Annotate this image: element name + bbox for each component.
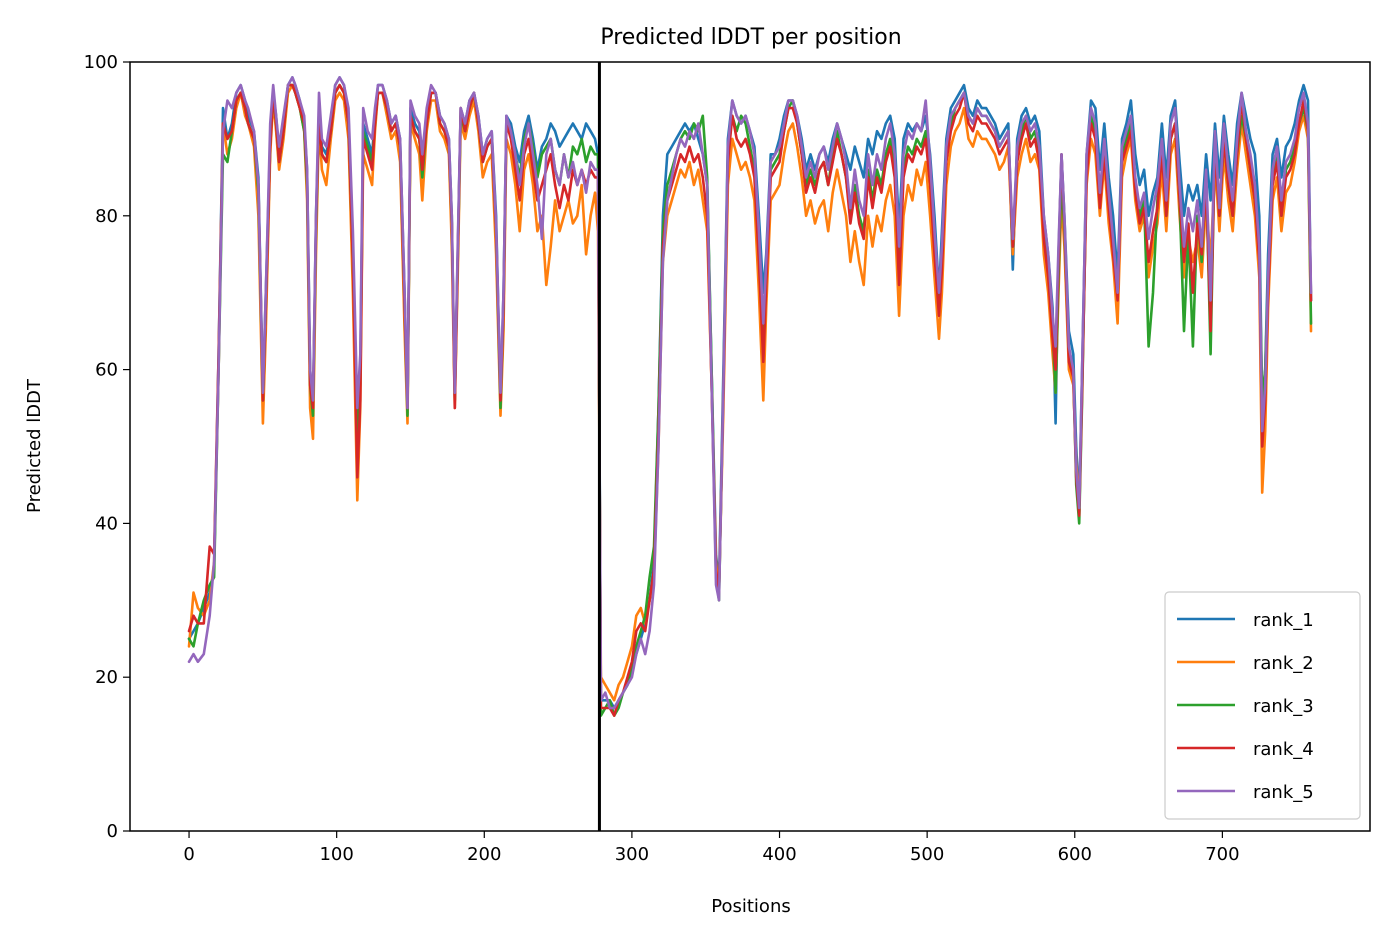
y-tick-label: 60 xyxy=(95,360,118,381)
legend-label-rank_5: rank_5 xyxy=(1253,782,1314,803)
y-tick-label: 0 xyxy=(107,821,118,842)
series-lines xyxy=(187,76,1313,717)
legend-label-rank_3: rank_3 xyxy=(1253,696,1314,717)
legend-label-rank_1: rank_1 xyxy=(1253,610,1314,631)
x-tick-label: 600 xyxy=(1058,844,1092,865)
y-tick-label: 20 xyxy=(95,667,118,688)
y-tick-label: 40 xyxy=(95,513,118,534)
x-axis-label: Positions xyxy=(711,896,790,917)
y-tick-label: 100 xyxy=(84,52,118,73)
x-tick-label: 0 xyxy=(183,844,194,865)
y-tick-label: 80 xyxy=(95,206,118,227)
x-tick-label: 400 xyxy=(762,844,796,865)
legend-label-rank_4: rank_4 xyxy=(1253,739,1314,760)
x-tick-label: 200 xyxy=(467,844,501,865)
x-tick-label: 100 xyxy=(319,844,353,865)
plot-frame xyxy=(129,61,1371,832)
legend-label-rank_2: rank_2 xyxy=(1253,653,1314,674)
legend-box xyxy=(1164,591,1361,820)
x-tick-label: 700 xyxy=(1205,844,1239,865)
legend: rank_1 rank_2 rank_3 rank_4 rank_5 xyxy=(1164,591,1361,820)
axis-ticks: 0 100 200 300 400 500 600 700 0 20 40 60 80 100 xyxy=(84,52,1240,865)
x-tick-label: 500 xyxy=(910,844,944,865)
y-axis-label: Predicted lDDT xyxy=(24,378,45,513)
x-tick-label: 300 xyxy=(615,844,649,865)
chart-title: Predicted lDDT per position xyxy=(600,25,901,50)
series-line-rank_5 xyxy=(187,76,1313,710)
